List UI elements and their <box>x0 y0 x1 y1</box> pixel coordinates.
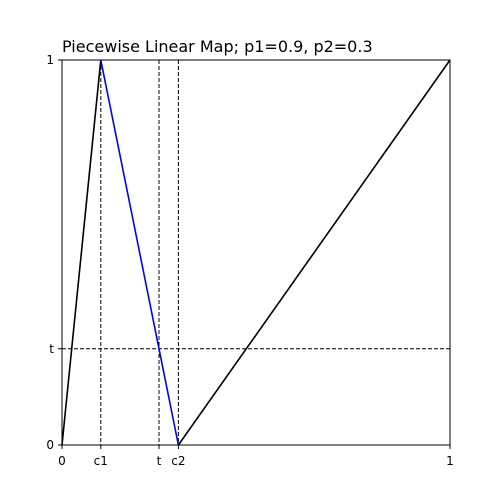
x-tick-label-2: t <box>157 454 162 468</box>
x-tick-label-4: 1 <box>446 454 454 468</box>
plot-frame <box>61 59 451 446</box>
reference-lines <box>62 60 450 445</box>
x-axis-ticks: 0 c1 t c2 1 <box>58 445 454 468</box>
y-axis-ticks: 0 t 1 <box>46 53 62 452</box>
series-line-2 <box>177 59 451 446</box>
chart-title: Piecewise Linear Map; p1=0.9, p2=0.3 <box>62 37 373 56</box>
x-tick-label-0: 0 <box>58 454 66 468</box>
series-line-0 <box>61 59 102 446</box>
series-line-1 <box>100 59 180 446</box>
x-tick-label-1: c1 <box>94 454 108 468</box>
x-tick-label-3: c2 <box>171 454 185 468</box>
series-lines <box>61 59 451 446</box>
y-tick-label-2: 1 <box>46 53 54 67</box>
y-tick-label-1: t <box>49 342 54 356</box>
y-tick-label-0: 0 <box>46 438 54 452</box>
